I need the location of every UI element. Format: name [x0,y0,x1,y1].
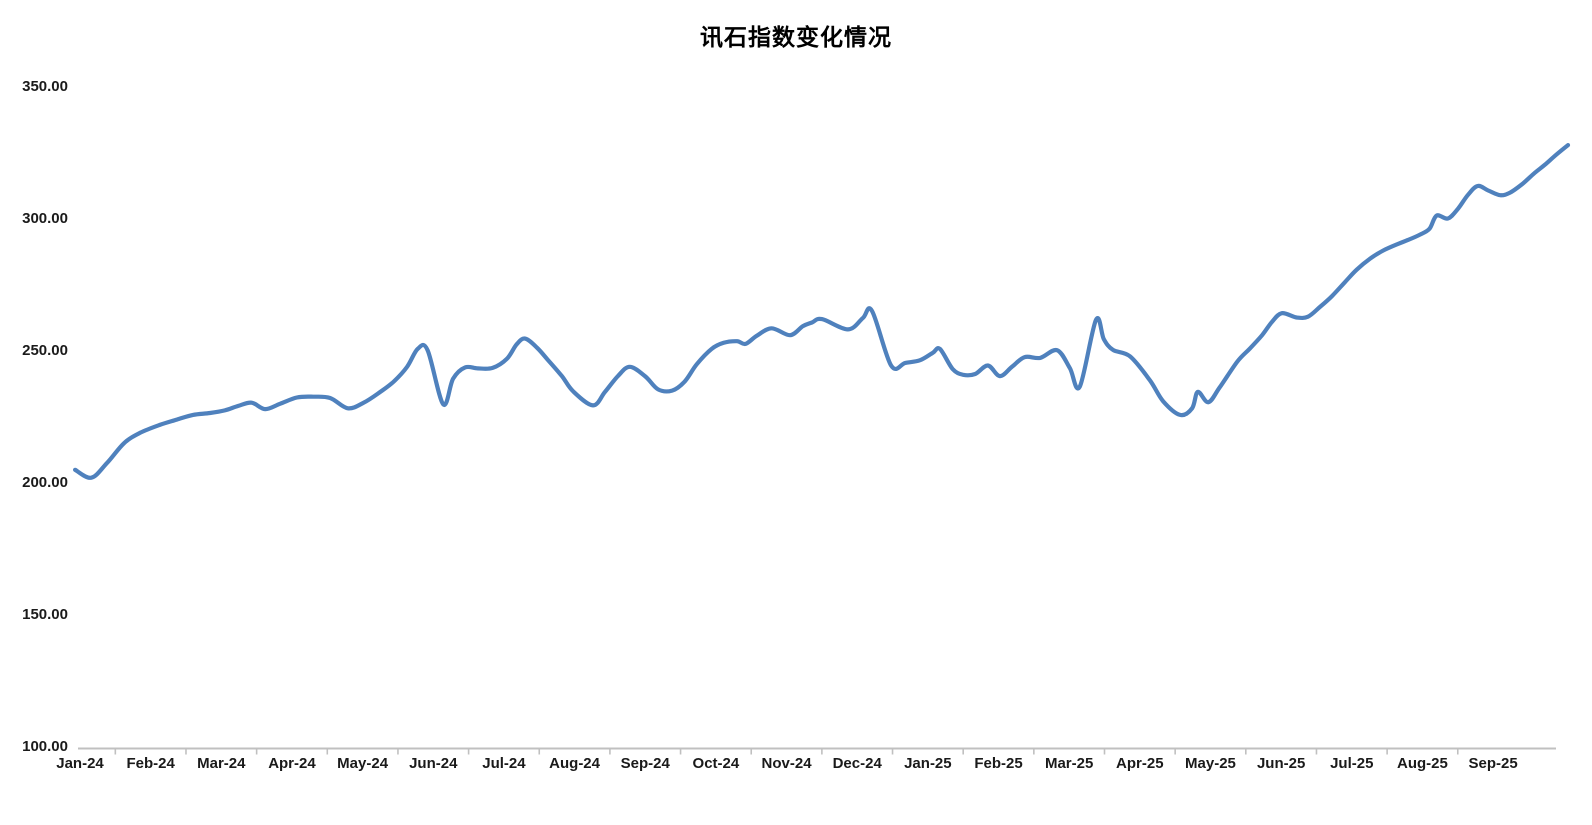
x-axis-tick-label: Mar-25 [1044,755,1094,772]
x-axis-tick-label: Jul-24 [482,755,526,772]
x-axis-tick-label: Aug-25 [1397,755,1448,772]
x-axis-tick-label: Jun-25 [1256,755,1306,772]
x-axis-tick-label: Jan-24 [56,755,104,772]
x-axis-tick-label: Dec-24 [832,755,882,772]
x-axis-tick-label: May-25 [1185,755,1236,772]
x-axis-tick-label: Sep-25 [1468,755,1518,772]
x-axis-tick-label: May-24 [337,755,389,772]
y-axis-tick-label: 250.00 [22,342,68,359]
y-axis-tick-label: 150.00 [22,606,68,623]
x-axis-tick-label: Apr-25 [1116,755,1164,772]
x-axis-tick-label: Oct-24 [692,755,740,772]
x-axis-tick-label: Feb-24 [126,755,175,772]
x-axis-tick-label: Nov-24 [761,755,812,772]
x-axis-tick-label: Apr-24 [268,755,316,772]
y-axis-tick-label: 100.00 [22,738,68,755]
x-axis-tick-label: Feb-25 [974,755,1023,772]
y-axis-tick-label: 350.00 [22,78,68,95]
x-axis-tick-label: Jun-24 [409,755,458,772]
chart-title: 讯石指数变化情况 [700,24,892,51]
index-line-series [73,143,1571,480]
y-axis-tick-label: 200.00 [22,474,68,491]
x-axis-tick-label: Jan-25 [904,755,952,772]
x-axis-tick-label: Sep-24 [620,755,670,772]
x-axis-tick-label: Aug-24 [549,755,600,772]
x-axis-tick-label: Jul-25 [1330,755,1374,772]
x-axis-tick-label: Mar-24 [197,755,246,772]
y-axis-tick-label: 300.00 [22,210,68,227]
